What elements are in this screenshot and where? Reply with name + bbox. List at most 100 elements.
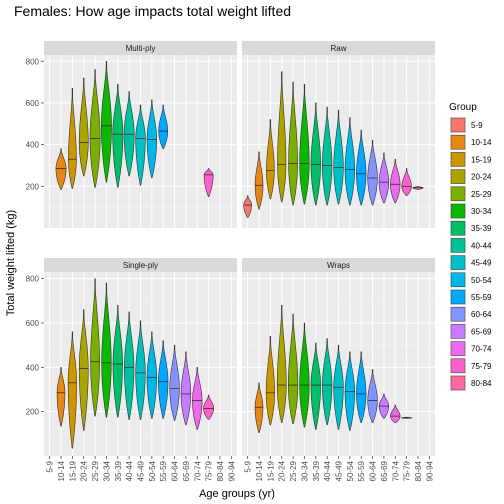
facet-strip-label: Single-ply	[123, 261, 158, 270]
legend-label-5-9: 5-9	[471, 121, 483, 130]
violin-60-64	[367, 140, 378, 206]
violin-15-19	[68, 88, 77, 189]
x-tick-label: 45-49	[137, 460, 146, 481]
violin-30-34	[299, 83, 310, 205]
y-tick-label: 600	[26, 99, 40, 108]
violin-30-34	[101, 282, 112, 418]
violin-10-14	[55, 148, 67, 190]
violin-70-74	[192, 367, 203, 430]
violin-35-39	[112, 304, 123, 418]
x-tick-label: 40-44	[125, 460, 134, 481]
legend-swatch-30-34	[450, 203, 466, 219]
facet-panel-multi-ply: Multi-ply 200 400 600 800	[26, 41, 237, 228]
violin-70-74	[390, 404, 401, 424]
violin-65-69	[378, 152, 390, 204]
violin-25-29	[90, 278, 100, 417]
legend-label-45-49: 45-49	[471, 259, 492, 268]
x-tick-label: 30-34	[102, 460, 111, 481]
x-tick-label: 35-39	[114, 460, 123, 481]
x-tick-label: 70-74	[391, 460, 400, 481]
x-tick-label: 90-94	[425, 460, 434, 481]
y-tick-label: 800	[26, 275, 40, 284]
x-tick-label: 90-94	[227, 460, 236, 481]
x-tick-label: 80-84	[414, 460, 423, 481]
violin-25-29	[288, 81, 298, 206]
x-tick-label: 25-29	[289, 460, 298, 481]
legend-swatch-20-24	[450, 169, 466, 184]
facet-strip-label: Wraps	[327, 261, 350, 270]
legend-swatch-75-79	[450, 358, 466, 374]
violin-75-79	[203, 168, 214, 198]
legend-label-40-44: 40-44	[471, 241, 492, 250]
facet-panel-raw: Raw	[242, 41, 435, 228]
x-tick-label: 35-39	[312, 460, 321, 481]
x-axis-title: Age groups (yr)	[199, 488, 275, 500]
x-tick-label: 70-74	[193, 460, 202, 481]
legend-label-35-39: 35-39	[471, 224, 492, 233]
violin-10-14	[56, 367, 66, 427]
violin-40-44	[322, 338, 333, 426]
violin-45-49	[135, 104, 146, 186]
violin-50-54	[146, 331, 157, 419]
legend-swatch-5-9	[450, 117, 466, 133]
x-tick-label: 10-14	[57, 460, 66, 481]
legend-swatch-60-64	[450, 306, 466, 322]
x-tick-label: 65-69	[380, 460, 389, 481]
legend-title: Group	[449, 102, 477, 113]
legend-swatch-15-19	[450, 152, 466, 167]
violin-5-9	[243, 195, 252, 218]
violin-35-39	[310, 102, 321, 206]
x-tick-label: 80-84	[216, 460, 225, 481]
legend-swatch-55-59	[450, 289, 466, 305]
violin-30-34	[101, 60, 112, 183]
x-tick-label: 20-24	[278, 460, 287, 481]
violin-75-79	[203, 394, 215, 420]
legend-label-70-74: 70-74	[471, 345, 492, 354]
x-tick-label: 65-69	[182, 460, 191, 481]
x-tick-label: 75-79	[205, 460, 214, 481]
violin-60-64	[367, 369, 378, 424]
violin-10-14	[254, 151, 264, 210]
legend-label-20-24: 20-24	[471, 173, 492, 182]
legend-label-80-84: 80-84	[471, 379, 492, 388]
violin-30-34	[299, 322, 310, 428]
violin-50-54	[146, 99, 157, 179]
x-tick-label: 15-19	[266, 460, 275, 481]
x-tick-label: 50-54	[346, 460, 355, 481]
legend-label-75-79: 75-79	[471, 362, 492, 371]
x-tick-label: 10-14	[255, 460, 264, 481]
x-tick-label: 40-44	[323, 460, 332, 481]
violin-35-39	[112, 83, 124, 188]
x-tick-label: 60-64	[171, 460, 180, 481]
legend-label-55-59: 55-59	[471, 293, 492, 302]
violin-15-19	[265, 335, 275, 426]
violin-60-64	[169, 344, 180, 421]
facet-strip-label: Multi-ply	[126, 44, 156, 53]
y-axis-title: Total weight lifted (kg)	[5, 210, 17, 316]
legend-swatch-25-29	[450, 186, 466, 202]
facet-panels: Multi-ply 200 400 600 800 Raw Single-ply 200 400…	[26, 41, 435, 481]
facet-strip	[44, 258, 237, 272]
legend-label-60-64: 60-64	[471, 310, 492, 319]
violin-20-24	[277, 71, 287, 203]
legend-label-65-69: 65-69	[471, 327, 492, 336]
legend-swatch-45-49	[450, 255, 466, 270]
legend-label-15-19: 15-19	[471, 155, 492, 164]
x-tick-label: 30-34	[300, 460, 309, 481]
violin-50-54	[344, 351, 355, 431]
y-tick-label: 200	[26, 408, 40, 417]
violin-20-24	[78, 77, 89, 177]
violin-70-74	[390, 158, 401, 204]
violin-55-59	[158, 340, 169, 419]
x-tick-label: 25-29	[91, 460, 100, 481]
chart-title: Females: How age impacts total weight li…	[14, 3, 291, 19]
legend-swatch-50-54	[450, 272, 466, 288]
violin-50-54	[344, 117, 355, 206]
facet-panel-wraps: Wraps 5-9 10-14 15-19 20-24 25-29 30-34 35-39 40…	[242, 258, 435, 481]
y-tick-label: 800	[26, 57, 40, 66]
violin-35-39	[310, 342, 321, 430]
legend-label-50-54: 50-54	[471, 276, 492, 285]
violin-45-49	[135, 320, 146, 420]
legend-swatch-70-74	[450, 341, 466, 356]
